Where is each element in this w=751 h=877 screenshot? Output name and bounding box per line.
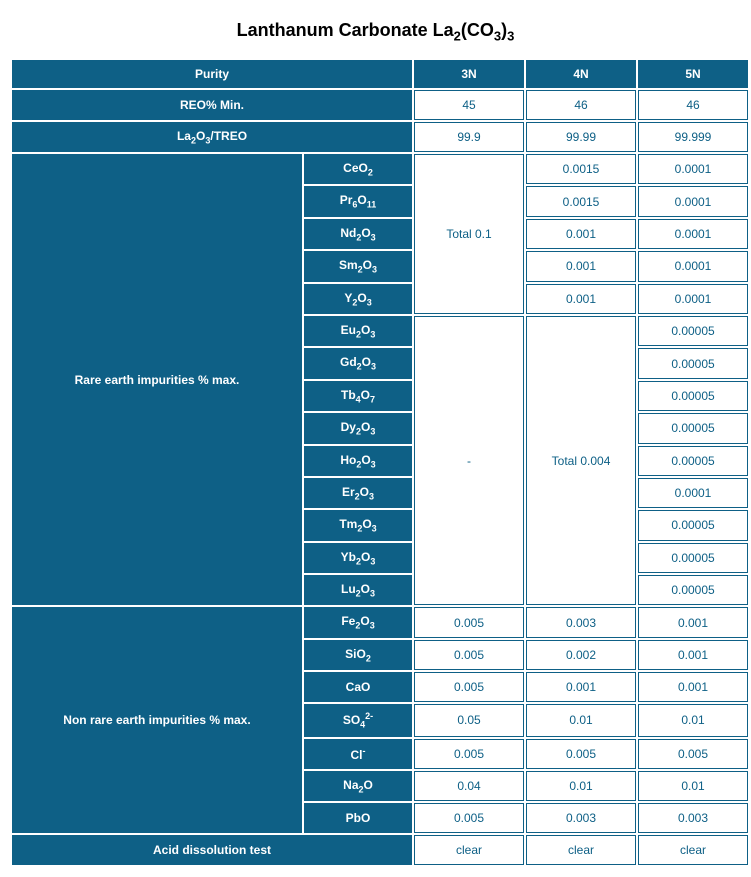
cell-so4-4n: 0.01 (526, 704, 636, 736)
cell-rare-label: Rare earth impurities % max. (12, 154, 302, 605)
cell-reo-5n: 46 (638, 90, 748, 120)
cell-fe-4n: 0.003 (526, 607, 636, 637)
cell-5n: 5N (638, 60, 748, 88)
cell-gd-5n: 0.00005 (638, 348, 748, 378)
title-sub-3: 3 (507, 29, 514, 44)
cell-cao: CaO (304, 672, 412, 702)
cell-ho-5n: 0.00005 (638, 446, 748, 476)
cell-dy2o3: Dy2O3 (304, 413, 412, 443)
cell-total0004: Total 0.004 (526, 316, 636, 606)
cell-cl-4n: 0.005 (526, 739, 636, 769)
cell-fe-5n: 0.001 (638, 607, 748, 637)
cell-ceo2-4n: 0.0015 (526, 154, 636, 184)
spec-table: Purity 3N 4N 5N REO% Min. 45 46 46 La2O3… (10, 58, 750, 867)
cell-dash: - (414, 316, 524, 606)
row-acid: Acid dissolution test clear clear clear (12, 835, 748, 865)
cell-sm-5n: 0.0001 (638, 251, 748, 281)
cell-so4-5n: 0.01 (638, 704, 748, 736)
cell-tb4o7: Tb4O7 (304, 381, 412, 411)
cell-la-4n: 99.99 (526, 122, 636, 152)
cell-tb-5n: 0.00005 (638, 381, 748, 411)
cell-fe2o3: Fe2O3 (304, 607, 412, 637)
cell-y-4n: 0.001 (526, 284, 636, 314)
cell-purity-label: Purity (12, 60, 412, 88)
cell-cl: Cl- (304, 739, 412, 769)
cell-si-3n: 0.005 (414, 640, 524, 670)
cell-pbo: PbO (304, 803, 412, 833)
cell-pbo-4n: 0.003 (526, 803, 636, 833)
cell-so4-3n: 0.05 (414, 704, 524, 736)
row-reo: REO% Min. 45 46 46 (12, 90, 748, 120)
cell-cao-3n: 0.005 (414, 672, 524, 702)
cell-pr6o11: Pr6O11 (304, 186, 412, 216)
cell-yb2o3: Yb2O3 (304, 543, 412, 573)
cell-pr-4n: 0.0015 (526, 186, 636, 216)
cell-na2o: Na2O (304, 771, 412, 801)
cell-si-4n: 0.002 (526, 640, 636, 670)
cell-ho2o3: Ho2O3 (304, 446, 412, 476)
row-purity: Purity 3N 4N 5N (12, 60, 748, 88)
cell-la-3n: 99.9 (414, 122, 524, 152)
cell-cao-4n: 0.001 (526, 672, 636, 702)
cell-cl-3n: 0.005 (414, 739, 524, 769)
cell-sio2: SiO2 (304, 640, 412, 670)
cell-dy-5n: 0.00005 (638, 413, 748, 443)
la2o3-suffix: /TREO (210, 129, 247, 143)
cell-eu-5n: 0.00005 (638, 316, 748, 346)
cell-pbo-5n: 0.003 (638, 803, 748, 833)
cell-4n: 4N (526, 60, 636, 88)
cell-reo-label: REO% Min. (12, 90, 412, 120)
cell-la-5n: 99.999 (638, 122, 748, 152)
cell-so4: SO42- (304, 704, 412, 736)
row-fe2o3: Non rare earth impurities % max. Fe2O3 0… (12, 607, 748, 637)
cell-si-5n: 0.001 (638, 640, 748, 670)
cell-eu2o3: Eu2O3 (304, 316, 412, 346)
cell-na-3n: 0.04 (414, 771, 524, 801)
cell-acid-5n: clear (638, 835, 748, 865)
cell-ceo2-5n: 0.0001 (638, 154, 748, 184)
cell-acid-label: Acid dissolution test (12, 835, 412, 865)
cell-y-5n: 0.0001 (638, 284, 748, 314)
cell-sm2o3: Sm2O3 (304, 251, 412, 281)
cell-er-5n: 0.0001 (638, 478, 748, 508)
cell-3n: 3N (414, 60, 524, 88)
row-ceo2: Rare earth impurities % max. CeO2 Total … (12, 154, 748, 184)
cell-sm-4n: 0.001 (526, 251, 636, 281)
cell-nd-4n: 0.001 (526, 219, 636, 249)
title-text-1: Lanthanum Carbonate La (237, 20, 454, 40)
cell-na-5n: 0.01 (638, 771, 748, 801)
cell-er2o3: Er2O3 (304, 478, 412, 508)
cell-nd2o3: Nd2O3 (304, 219, 412, 249)
cell-cl-5n: 0.005 (638, 739, 748, 769)
cell-reo-3n: 45 (414, 90, 524, 120)
cell-tm2o3: Tm2O3 (304, 510, 412, 540)
page-title: Lanthanum Carbonate La2(CO3)3 (10, 10, 741, 58)
cell-fe-3n: 0.005 (414, 607, 524, 637)
cell-la2o3-label: La2O3/TREO (12, 122, 412, 152)
cell-y2o3: Y2O3 (304, 284, 412, 314)
cell-cao-5n: 0.001 (638, 672, 748, 702)
cell-total01: Total 0.1 (414, 154, 524, 314)
cell-yb-5n: 0.00005 (638, 543, 748, 573)
cell-lu2o3: Lu2O3 (304, 575, 412, 605)
cell-nd-5n: 0.0001 (638, 219, 748, 249)
cell-acid-3n: clear (414, 835, 524, 865)
cell-lu-5n: 0.00005 (638, 575, 748, 605)
cell-tm-5n: 0.00005 (638, 510, 748, 540)
cell-na-4n: 0.01 (526, 771, 636, 801)
cell-ceo2: CeO2 (304, 154, 412, 184)
cell-gd2o3: Gd2O3 (304, 348, 412, 378)
cell-pr-5n: 0.0001 (638, 186, 748, 216)
row-la2o3: La2O3/TREO 99.9 99.99 99.999 (12, 122, 748, 152)
title-text-2: (CO (461, 20, 494, 40)
cell-reo-4n: 46 (526, 90, 636, 120)
cell-acid-4n: clear (526, 835, 636, 865)
title-sub-1: 2 (454, 29, 461, 44)
cell-pbo-3n: 0.005 (414, 803, 524, 833)
cell-nonrare-label: Non rare earth impurities % max. (12, 607, 302, 833)
